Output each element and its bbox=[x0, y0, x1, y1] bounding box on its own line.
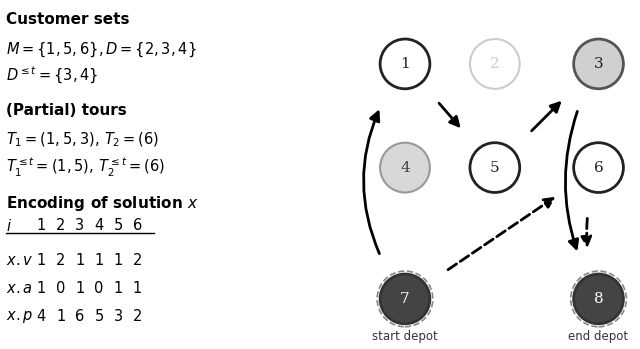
Text: 2: 2 bbox=[133, 309, 142, 324]
Text: 5: 5 bbox=[95, 309, 104, 324]
Text: 5: 5 bbox=[114, 218, 123, 233]
Text: 6: 6 bbox=[76, 309, 84, 324]
Text: 6: 6 bbox=[133, 218, 142, 233]
Text: 0: 0 bbox=[56, 281, 65, 296]
Text: 3: 3 bbox=[594, 57, 604, 71]
Circle shape bbox=[573, 143, 623, 192]
Text: (Partial) tours: (Partial) tours bbox=[6, 103, 127, 118]
Text: end depot: end depot bbox=[568, 330, 628, 343]
Text: $x.v$: $x.v$ bbox=[6, 253, 34, 268]
Circle shape bbox=[470, 143, 520, 192]
Text: $T_1 = (1, 5, 3),\, T_2 = (6)$: $T_1 = (1, 5, 3),\, T_2 = (6)$ bbox=[6, 131, 160, 149]
Circle shape bbox=[470, 39, 520, 89]
Text: 4: 4 bbox=[37, 309, 46, 324]
Text: $x.p$: $x.p$ bbox=[6, 309, 33, 325]
Text: $x.a$: $x.a$ bbox=[6, 281, 33, 296]
Text: 1: 1 bbox=[37, 281, 46, 296]
Text: 1: 1 bbox=[37, 253, 46, 268]
Text: 5: 5 bbox=[490, 161, 500, 174]
Circle shape bbox=[380, 39, 430, 89]
Text: 1: 1 bbox=[37, 218, 46, 233]
Text: 1: 1 bbox=[76, 253, 84, 268]
Text: 1: 1 bbox=[114, 253, 123, 268]
FancyArrowPatch shape bbox=[532, 103, 559, 131]
FancyArrowPatch shape bbox=[439, 103, 459, 126]
Text: Encoding of solution $x$: Encoding of solution $x$ bbox=[6, 194, 199, 213]
Text: 2: 2 bbox=[56, 218, 65, 233]
Text: $i$: $i$ bbox=[6, 218, 12, 234]
Text: 2: 2 bbox=[133, 253, 142, 268]
Text: 2: 2 bbox=[490, 57, 500, 71]
Text: 4: 4 bbox=[400, 161, 410, 174]
Text: $D^{\leq t} = \{3, 4\}$: $D^{\leq t} = \{3, 4\}$ bbox=[6, 65, 99, 86]
Text: 6: 6 bbox=[594, 161, 604, 174]
FancyArrowPatch shape bbox=[582, 218, 591, 245]
FancyArrowPatch shape bbox=[565, 111, 578, 248]
Text: Customer sets: Customer sets bbox=[6, 12, 130, 27]
Text: $T_1^{\leq t} = (1, 5),\, T_2^{\leq t} = (6)$: $T_1^{\leq t} = (1, 5),\, T_2^{\leq t} =… bbox=[6, 155, 165, 178]
FancyArrowPatch shape bbox=[364, 112, 380, 254]
Text: 8: 8 bbox=[594, 292, 604, 306]
Text: 1: 1 bbox=[56, 309, 65, 324]
Circle shape bbox=[573, 274, 623, 324]
Circle shape bbox=[380, 143, 430, 192]
Circle shape bbox=[573, 39, 623, 89]
Text: 4: 4 bbox=[95, 218, 104, 233]
Text: $M = \{1, 5, 6\}, D = \{2, 3, 4\}$: $M = \{1, 5, 6\}, D = \{2, 3, 4\}$ bbox=[6, 40, 197, 59]
Text: 0: 0 bbox=[95, 281, 104, 296]
FancyArrowPatch shape bbox=[448, 199, 553, 270]
Circle shape bbox=[380, 274, 430, 324]
Text: 3: 3 bbox=[114, 309, 123, 324]
Text: 2: 2 bbox=[56, 253, 65, 268]
Text: 1: 1 bbox=[76, 281, 84, 296]
Text: 1: 1 bbox=[400, 57, 410, 71]
Text: 3: 3 bbox=[76, 218, 84, 233]
Text: 7: 7 bbox=[400, 292, 410, 306]
Text: 1: 1 bbox=[114, 281, 123, 296]
Text: 1: 1 bbox=[95, 253, 104, 268]
Text: 1: 1 bbox=[133, 281, 142, 296]
Text: start depot: start depot bbox=[372, 330, 438, 343]
